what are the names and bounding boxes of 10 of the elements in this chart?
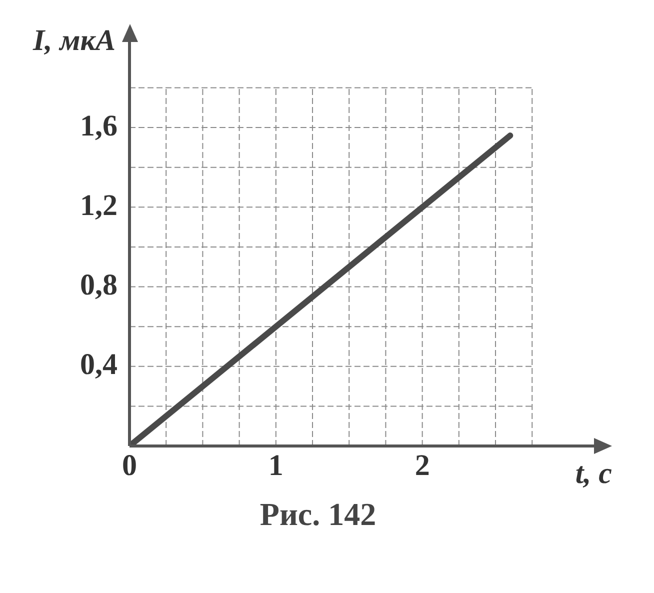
x-tick-label: 1 <box>268 448 284 482</box>
text: Рис. 142 <box>258 496 378 533</box>
x-axis-title: t, с <box>575 456 612 490</box>
y-tick-label: 1,6 <box>80 109 118 142</box>
y-tick-label: 1,2 <box>80 188 118 222</box>
y-tick-label: 0,4 <box>80 348 118 382</box>
y-axis-title: I, мкА <box>32 24 116 57</box>
x-tick-label: 2 <box>414 448 430 482</box>
x-tick-label: 0 <box>122 448 137 482</box>
y-tick-label: 0,8 <box>80 268 118 302</box>
